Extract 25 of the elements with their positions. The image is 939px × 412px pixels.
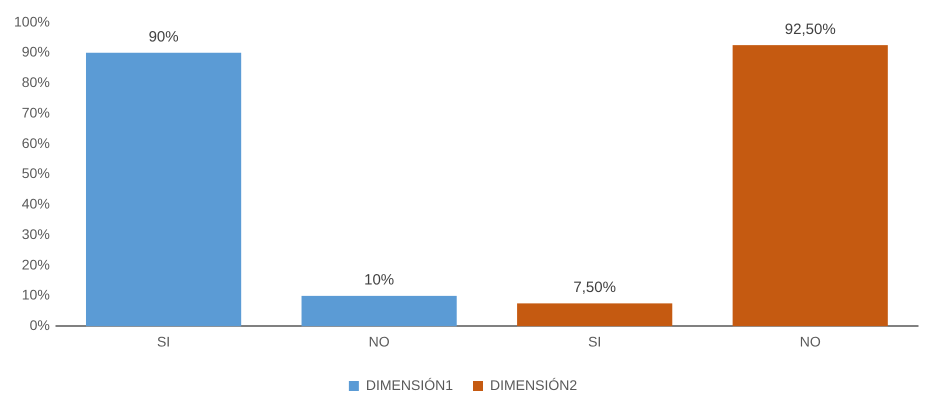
x-tick-label: NO xyxy=(368,333,390,350)
y-tick-label: 100% xyxy=(14,13,50,30)
data-label: 10% xyxy=(364,271,394,288)
x-tick-label: SI xyxy=(588,333,602,350)
y-tick-label: 70% xyxy=(22,104,50,120)
y-tick-label: 90% xyxy=(22,44,50,60)
x-tick-label: SI xyxy=(156,333,170,350)
data-label: 7,50% xyxy=(573,279,616,296)
y-tick-label: 10% xyxy=(22,286,50,303)
data-label: 92,50% xyxy=(784,20,836,38)
data-label: 90% xyxy=(148,28,179,46)
y-tick-label: 40% xyxy=(22,196,50,212)
bar xyxy=(732,45,888,326)
y-tick-label: 0% xyxy=(30,317,50,334)
y-tick-label: 80% xyxy=(22,74,50,90)
y-tick-label: 50% xyxy=(22,165,50,182)
y-tick-label: 20% xyxy=(22,256,50,272)
bar xyxy=(302,296,457,326)
bar xyxy=(517,303,672,326)
y-tick-label: 60% xyxy=(22,134,50,151)
legend-label: DIMENSIÓN1 xyxy=(366,376,454,393)
legend-label: DIMENSIÓN2 xyxy=(490,376,578,393)
x-tick-label: NO xyxy=(800,333,821,350)
y-tick-label: 30% xyxy=(22,226,50,242)
bar xyxy=(86,52,242,326)
